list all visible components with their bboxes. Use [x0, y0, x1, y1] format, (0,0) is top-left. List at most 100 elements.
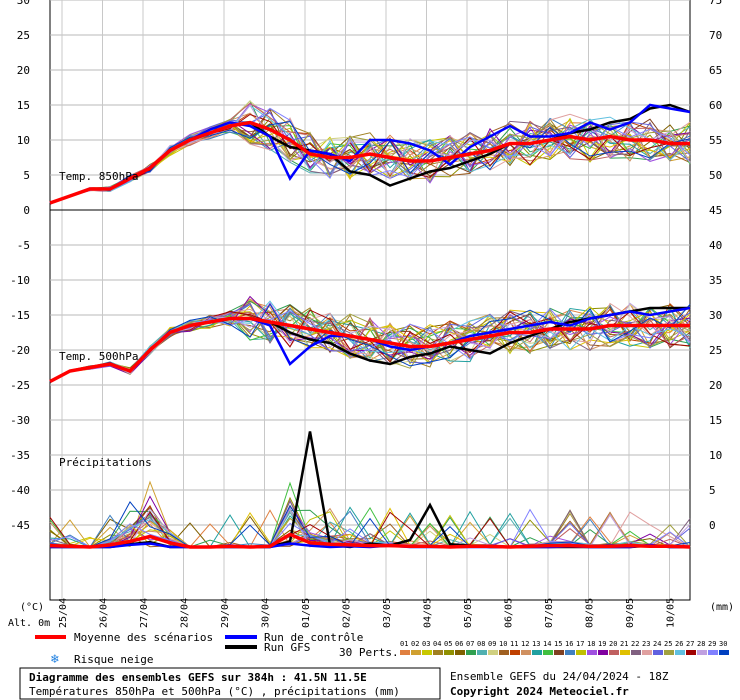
member-legend-number: 03	[422, 640, 430, 648]
member-legend-swatch	[598, 650, 608, 655]
copyright-text: Copyright 2024 Meteociel.fr	[450, 685, 629, 698]
member-legend-number: 16	[565, 640, 573, 648]
date-tick-label: 30/04	[261, 598, 272, 628]
left-tick-label: 0	[23, 204, 30, 217]
right-tick-label: 10	[709, 449, 722, 462]
label-precip: Précipitations	[59, 456, 152, 469]
date-tick-label: 04/05	[423, 598, 434, 628]
left-tick-label: -25	[10, 379, 30, 392]
member-legend-swatch	[664, 650, 674, 655]
member-legend-swatch	[543, 650, 553, 655]
member-legend-number: 02	[411, 640, 419, 648]
member-legend-number: 27	[686, 640, 694, 648]
legend-perts-label: 30 Perts.	[339, 646, 399, 659]
right-tick-label: 70	[709, 29, 722, 42]
right-tick-label: 35	[709, 274, 722, 287]
member-legend-number: 22	[631, 640, 639, 648]
member-legend-number: 28	[697, 640, 705, 648]
legend-control-label: Run de contrôle	[264, 631, 363, 644]
member-legend-number: 09	[488, 640, 496, 648]
left-tick-label: 15	[17, 99, 30, 112]
member-legend-number: 17	[576, 640, 584, 648]
member-legend-swatch	[477, 650, 487, 655]
member-500-line	[49, 302, 691, 382]
member-legend-swatch	[576, 650, 586, 655]
member-legend-number: 29	[708, 640, 716, 648]
mean-precip-line	[49, 532, 691, 549]
member-legend-swatch	[565, 650, 575, 655]
member-legend-number: 26	[675, 640, 683, 648]
member-legend-number: 11	[510, 640, 518, 648]
member-legend-number: 20	[609, 640, 617, 648]
member-legend-swatch	[719, 650, 729, 655]
member-legend-swatch	[411, 650, 421, 655]
axes: 302520151050-5-10-15-20-25-30-35-40-4575…	[10, 0, 722, 628]
member-legend-swatch	[642, 650, 652, 655]
left-tick-label: 5	[23, 169, 30, 182]
date-tick-label: 01/05	[301, 598, 312, 628]
date-tick-label: 29/04	[220, 598, 231, 628]
member-legend-swatch	[521, 650, 531, 655]
date-tick-label: 03/05	[382, 598, 393, 628]
left-tick-label: 10	[17, 134, 30, 147]
member-legend: 01 02 03 04 05 06 07 08 09 10 11 12 13 14 15 16 17 18 19 20…	[400, 640, 729, 655]
right-tick-label: 40	[709, 239, 722, 252]
right-tick-label: 15	[709, 414, 722, 427]
member-legend-swatch	[554, 650, 564, 655]
member-legend-swatch	[708, 650, 718, 655]
date-tick-label: 10/05	[666, 598, 677, 628]
legend-mean-label: Moyenne des scénarios	[74, 631, 213, 644]
member-legend-number: 13	[532, 640, 540, 648]
date-tick-label: 28/04	[180, 598, 191, 628]
member-legend-swatch	[587, 650, 597, 655]
member-legend-number: 19	[598, 640, 606, 648]
right-tick-label: 65	[709, 64, 722, 77]
left-tick-label: -20	[10, 344, 30, 357]
left-tick-label: -5	[17, 239, 30, 252]
member-500-line	[49, 300, 691, 382]
label-t500: Temp. 500hPa	[59, 350, 138, 363]
member-legend-swatch	[653, 650, 663, 655]
mean-850-line	[49, 120, 690, 205]
member-legend-number: 14	[543, 640, 551, 648]
member-legend-number: 07	[466, 640, 474, 648]
member-legend-swatch	[631, 650, 641, 655]
left-tick-label: -40	[10, 484, 30, 497]
right-tick-label: 30	[709, 309, 722, 322]
date-tick-label: 07/05	[544, 598, 555, 628]
right-tick-label: 25	[709, 344, 722, 357]
right-tick-label: 75	[709, 0, 722, 7]
member-legend-number: 08	[477, 640, 485, 648]
legend-gfs-label: Run GFS	[264, 641, 310, 654]
left-tick-label: 30	[17, 0, 30, 7]
member-legend-swatch	[620, 650, 630, 655]
member-precip-line	[49, 508, 691, 548]
member-legend-swatch	[422, 650, 432, 655]
right-tick-label: 60	[709, 99, 722, 112]
member-legend-number: 06	[455, 640, 463, 648]
mean-500-line	[49, 316, 690, 384]
member-legend-swatch	[510, 650, 520, 655]
member-legend-number: 05	[444, 640, 452, 648]
left-tick-label: -45	[10, 519, 30, 532]
chart-subtitle: Températures 850hPa et 500hPa (°C) , pré…	[29, 685, 400, 698]
date-tick-label: 05/05	[463, 598, 474, 628]
right-tick-label: 55	[709, 134, 722, 147]
member-legend-swatch	[697, 650, 707, 655]
member-legend-swatch	[675, 650, 685, 655]
member-legend-number: 25	[664, 640, 672, 648]
legend-snow-label: Risque neige	[74, 653, 153, 666]
member-legend-swatch	[444, 650, 454, 655]
legend: Moyenne des scénarios Run de contrôle Ru…	[35, 631, 729, 667]
left-tick-label: 25	[17, 29, 30, 42]
member-legend-swatch	[466, 650, 476, 655]
member-legend-swatch	[609, 650, 619, 655]
date-tick-label: 25/04	[58, 598, 69, 628]
left-tick-label: 20	[17, 64, 30, 77]
right-tick-label: 5	[709, 484, 716, 497]
member-legend-number: 21	[620, 640, 628, 648]
member-legend-number: 10	[499, 640, 507, 648]
member-legend-number: 18	[587, 640, 595, 648]
left-tick-label: -10	[10, 274, 30, 287]
